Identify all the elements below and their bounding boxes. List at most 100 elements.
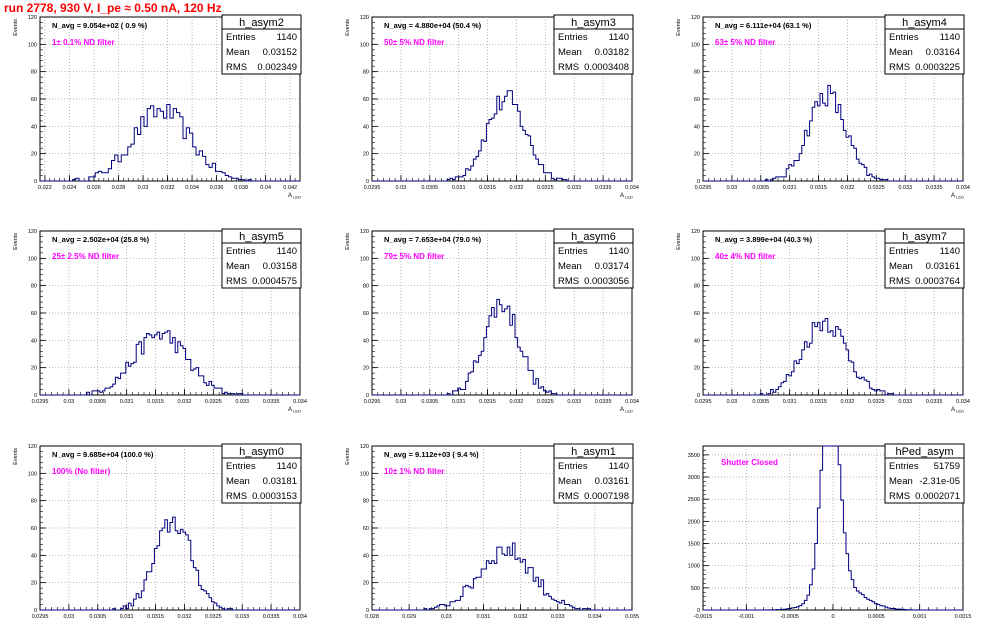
y-axis-label: Events [13,448,19,465]
x-tick-label: -0.0015 [694,614,713,620]
stat-value: 0.0003764 [915,276,960,287]
x-tick-label: 0.0325 [205,399,222,405]
stat-value: 0.03181 [263,476,297,487]
x-tick-label: 0 [831,614,834,620]
y-tick-label: 20 [694,152,700,158]
y-axis-label: Events [345,448,351,465]
stat-value: 0.0002071 [915,491,960,502]
x-tick-label: 0.034 [293,399,307,405]
x-tick-label: 0.0315 [479,399,496,405]
stat-label: RMS [558,62,579,73]
histogram-name: hPed_asym [895,446,953,458]
x-tick-label: 0.032 [841,185,855,191]
filter-annotation: 50± 5% ND filter [384,38,444,47]
y-tick-label: 40 [31,553,37,559]
y-tick-label: 0 [697,393,700,399]
y-tick-label: 40 [31,338,37,344]
x-tick-label: 0.0335 [263,399,280,405]
histogram-line-h_asym6 [372,298,632,396]
stat-label: Entries [889,461,919,472]
stat-value: 51759 [934,461,960,472]
y-tick-label: 20 [363,152,369,158]
stat-label: Entries [558,461,588,472]
stat-value: 1140 [609,32,629,43]
stat-value: 0.0004575 [252,276,297,287]
x-tick-label: 0.0335 [595,399,612,405]
x-tick-label: 0.031 [783,185,797,191]
y-tick-label: 40 [363,124,369,130]
x-tick-label: 0.032 [161,185,175,191]
y-tick-label: 60 [694,311,700,317]
x-tick-label: 0.0005 [868,614,885,620]
x-tick-label: 0.033 [567,399,581,405]
stat-value: 1140 [609,246,629,257]
stats-box [884,14,965,75]
x-tick-label: 0.04 [260,185,271,191]
navg-annotation: N_avg = 3.899e+04 (40.3 %) [715,235,813,244]
x-tick-label: 0.0335 [926,399,943,405]
stat-value: 0.0003056 [584,276,629,287]
x-tick-label: 0.0315 [810,399,827,405]
stat-label: RMS [558,491,579,502]
histogram-panel-h_asym3: 0.0295 0.03 0.0305 0.031 0.0315 0.032 0.0325 0.… [345,14,639,200]
stat-value: 0.03161 [595,476,629,487]
stat-label: Entries [226,32,256,43]
y-tick-label: 60 [31,526,37,532]
y-tick-label: 60 [363,526,369,532]
filter-annotation: 63± 5% ND filter [715,38,775,47]
y-tick-label: 40 [31,124,37,130]
x-tick-label: 0.033 [567,185,581,191]
x-tick-label: 0.032 [510,399,524,405]
stat-value: 0.03152 [263,47,297,58]
x-tick-label: 0.0325 [537,185,554,191]
stats-box [553,228,634,289]
x-tick-label: 0.0295 [364,185,381,191]
y-tick-label: 60 [363,97,369,103]
x-tick-label: 0.036 [210,185,224,191]
stat-label: Entries [889,246,919,257]
stats-box [884,228,965,289]
histogram-line-h_asym4 [703,84,963,182]
y-tick-label: 2000 [688,519,700,525]
x-tick-label: 0.035 [625,614,639,620]
stat-label: RMS [226,276,247,287]
y-tick-label: 20 [694,366,700,372]
x-tick-label: 0.034 [185,185,199,191]
stat-label: Entries [226,461,256,472]
filter-annotation: 40± 4% ND filter [715,252,775,261]
x-axis-label: A LED [620,193,633,200]
y-tick-label: 0 [34,393,37,399]
x-tick-label: 0.0295 [695,185,712,191]
y-tick-label: 100 [28,42,37,48]
stat-label: Mean [558,476,582,487]
stat-value: 0.03161 [926,261,960,272]
filter-annotation: 25± 2.5% ND filter [52,252,119,261]
x-tick-label: 0.03 [727,185,738,191]
x-tick-label: 0.0325 [537,399,554,405]
x-tick-label: 0.033 [551,614,565,620]
stat-value: 0.03182 [595,47,629,58]
x-tick-label: 0.0295 [32,399,49,405]
stats-box [221,443,302,504]
filter-annotation: 10± 1% ND filter [384,467,444,476]
page-title: run 2778, 930 V, I_pe ≈ 0.50 nA, 120 Hz [4,1,222,15]
histogram-line-h_asym7 [703,317,963,396]
x-tick-label: 0.034 [956,399,970,405]
filter-annotation: Shutter Closed [721,458,778,467]
y-tick-label: 20 [31,152,37,158]
stat-value: 1140 [277,32,297,43]
y-tick-label: 60 [694,97,700,103]
y-tick-label: 80 [363,499,369,505]
x-tick-label: 0.0305 [752,399,769,405]
navg-annotation: N_avg = 9.054e+02 ( 0.9 %) [52,21,148,30]
x-tick-label: 0.0295 [364,399,381,405]
x-tick-label: -0.0005 [780,614,799,620]
stat-value: 0.03158 [263,261,297,272]
histogram-panel-h_asym5: 0.0295 0.03 0.0305 0.031 0.0315 0.032 0.0325 0.… [13,228,307,414]
stats-box [553,443,634,504]
y-tick-label: 120 [691,229,700,235]
y-tick-label: 80 [31,284,37,290]
x-tick-label: 0.03 [727,399,738,405]
y-tick-label: 0 [697,608,700,614]
